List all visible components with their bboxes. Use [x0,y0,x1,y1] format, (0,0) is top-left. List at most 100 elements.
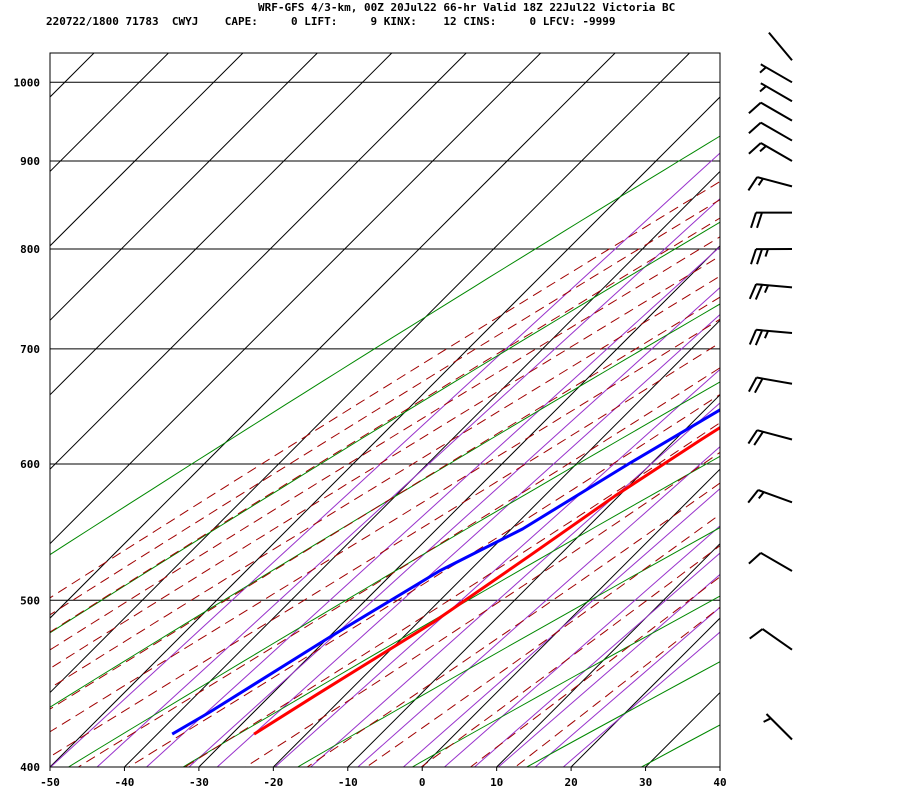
dewpoint-trace [171,408,720,736]
barb-staff [768,31,793,61]
mixing-ratio-line [146,246,720,767]
barb-half-feather [764,248,769,257]
wind-barb [747,429,793,446]
wind-barb [759,63,793,84]
mixing-ratio-line [188,286,720,767]
barb-feather [749,628,764,640]
barb-half-feather [763,284,770,294]
x-tick-label: 10 [490,776,503,789]
barb-feather [754,284,764,300]
isotherm--30 [198,245,720,767]
dry-adiabat [297,526,720,767]
wind-barb [748,552,793,572]
barb-feather [753,431,764,446]
moist-adiabat [420,545,720,767]
dry-adiabat [68,381,720,767]
wind-barb [748,328,793,346]
barb-feather [748,283,758,300]
dry-adiabat [182,455,720,767]
barb-half-feather [759,66,767,74]
dry-adiabat [50,221,720,634]
barb-feather [748,121,762,134]
moist-adiabat [50,217,720,633]
mixing-ratio-line [498,573,720,767]
barb-staff [756,328,793,334]
x-tick-label: 40 [713,776,726,789]
barb-half-feather [763,330,770,339]
isotherm--80 [50,53,542,545]
x-tick-label: -50 [40,776,60,789]
isotherm-20 [570,617,720,767]
x-tick-label: 30 [639,776,652,789]
y-tick-label: 500 [20,594,40,607]
isotherm--20 [272,319,720,767]
barb-feather [754,330,764,346]
barb-staff [756,283,793,289]
isotherm-60 [869,53,900,767]
barb-feather [747,176,759,191]
barb-staff [760,121,793,142]
wind-barb [768,31,793,61]
isotherm--70 [50,53,616,619]
mixing-ratio-line [216,313,720,767]
barb-staff [760,101,793,122]
moist-adiabat [50,275,720,689]
isotherm--10 [347,394,720,767]
barb-staff [760,552,793,572]
barb-feather [748,552,762,565]
wind-barb [748,142,793,162]
barb-staff [756,429,793,441]
wind-barb [747,176,793,191]
mixing-ratio-line [50,152,720,767]
barb-half-feather [759,145,767,153]
barb-feather [747,489,759,504]
isotherm--140 [50,53,95,98]
moist-adiabat [306,482,720,767]
barb-feather [756,248,763,265]
plot-border [49,52,721,768]
x-tick-label: -10 [338,776,358,789]
y-tick-label: 600 [20,458,40,471]
y-tick-label: 900 [20,155,40,168]
mixing-ratio-line [474,552,720,767]
mixing-ratio-line [274,368,720,767]
barb-feather [754,378,764,394]
barb-half-feather [763,717,772,723]
wind-barb [750,248,793,265]
wind-barb [748,121,793,142]
dry-adiabat [50,303,720,708]
moist-adiabat [50,236,720,651]
wind-barb [748,376,793,394]
wind-barb [747,489,793,504]
barb-feather [748,329,758,345]
barb-feather [750,248,757,265]
mixing-ratio-line [310,402,720,767]
barb-staff [761,628,793,651]
x-tick-label: 0 [419,776,426,789]
y-tick-label: 800 [20,243,40,256]
barb-feather [756,212,763,229]
isotherm--90 [50,53,467,470]
wind-barb [763,713,793,741]
plot-area [50,53,900,767]
moist-adiabat [50,199,720,616]
mixing-ratio-line [96,197,720,767]
moist-adiabat [183,422,720,767]
barb-feather [748,142,762,155]
x-tick-label: -40 [114,776,134,789]
mixing-ratio-line [403,488,720,767]
y-tick-label: 1000 [14,76,41,89]
moist-adiabat [127,393,720,767]
moist-adiabat [50,180,720,599]
isotherm-10 [496,542,720,767]
wind-barb [748,101,793,122]
moist-adiabat [50,342,720,758]
isotherm-0 [421,468,720,767]
barb-staff [757,489,793,504]
mixing-ratio-line [444,525,720,767]
x-tick-label: -30 [189,776,209,789]
barb-feather [750,212,757,229]
barb-half-feather [759,85,767,93]
wind-barb [750,211,793,229]
